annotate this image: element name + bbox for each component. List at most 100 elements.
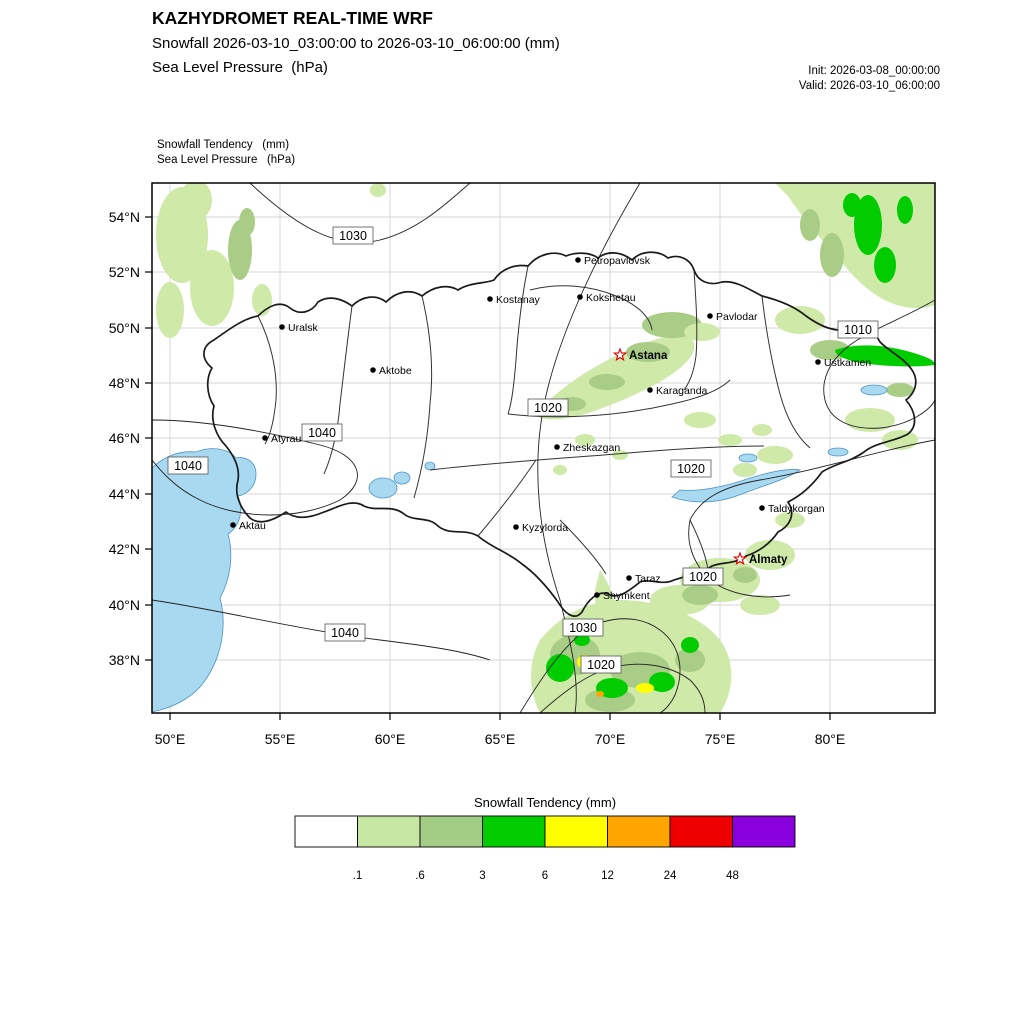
snowfall-patch [156, 282, 184, 338]
svg-text:1030: 1030 [339, 229, 367, 243]
pressure-label: 1040 [324, 623, 366, 642]
snowfall-patch [596, 691, 604, 697]
header-pressure-line: Sea Level Pressure (hPa) [152, 59, 328, 76]
snowfall-patch [874, 247, 896, 283]
city-pavlodar: Pavlodar [707, 311, 758, 323]
lat-label: 40°N [109, 597, 140, 613]
snowfall-patch [681, 637, 699, 653]
city-karaganda: Karaganda [647, 385, 708, 397]
small-lake [827, 447, 849, 457]
city-dot [707, 313, 713, 319]
small-lake [738, 453, 758, 463]
snowfall-patch [649, 672, 675, 692]
plot-legend-snowfall: Snowfall Tendency (mm) [157, 139, 289, 151]
city-ustkamen: Ustkamen [815, 357, 871, 369]
header-snowfall-line: Snowfall 2026-03-10_03:00:00 to 2026-03-… [152, 35, 560, 52]
snowfall-patch [553, 465, 567, 475]
snowfall-patch [820, 233, 844, 277]
lat-axis: 54°N 52°N 50°N 48°N 46°N 44°N 42°N 40°N … [109, 209, 140, 668]
snowfall-patch [775, 306, 825, 334]
water-bodies [152, 384, 888, 713]
region-border [323, 305, 353, 475]
city-dot [577, 294, 583, 300]
lon-label: 50°E [155, 731, 186, 747]
lat-label: 52°N [109, 264, 140, 280]
city-taraz: Taraz [626, 573, 661, 585]
city-dot [554, 444, 560, 450]
lat-label: 50°N [109, 320, 140, 336]
pressure-label: 1040 [301, 423, 343, 442]
city-dot [815, 359, 821, 365]
pressure-label: 1040 [167, 456, 209, 475]
snowfall-patch [752, 424, 772, 436]
city-dot [230, 522, 236, 528]
pressure-contour [539, 663, 706, 713]
pressure-label: 1020 [670, 459, 712, 478]
svg-text:1030: 1030 [569, 621, 597, 635]
city-dot [370, 367, 376, 373]
snowfall-patch [612, 450, 628, 460]
snowfall-patch [733, 463, 757, 477]
snowfall-patch [684, 323, 720, 341]
lon-axis: 50°E 55°E 60°E 65°E 70°E 75°E 80°E [155, 731, 846, 747]
city-atyrau: Atyrau [262, 433, 302, 445]
pressure-label: 1020 [682, 567, 724, 586]
city-label: Petropavlovsk [584, 255, 651, 267]
snowfall-patch [740, 595, 780, 615]
pressure-label: 1020 [580, 655, 622, 674]
snowfall-patch [835, 345, 935, 367]
snowfall-patch [636, 683, 654, 693]
city-dot [759, 505, 765, 511]
lat-label: 46°N [109, 430, 140, 446]
city-label: Atyrau [271, 433, 302, 445]
city-label: Karaganda [656, 385, 708, 397]
colorbar-tick: 3 [479, 870, 485, 882]
city-petropavlovsk: Petropavlovsk [575, 255, 651, 267]
lon-label: 55°E [265, 731, 296, 747]
colorbar-tick-labels: .1 .6 3 6 12 24 48 [353, 870, 739, 882]
colorbar-tick: .1 [353, 870, 363, 882]
region-border [683, 269, 698, 391]
small-lake [424, 461, 436, 471]
colorbar-title: Snowfall Tendency (mm) [474, 795, 616, 810]
city-label: Kokshetau [586, 292, 636, 304]
city-shymkent: Shymkent [594, 590, 650, 602]
city-zheskazgan: Zheskazgan [554, 442, 620, 454]
city-label: Ustkamen [824, 357, 871, 369]
colorbar-cell [482, 815, 546, 848]
region-border [761, 295, 811, 449]
kazakhstan-border [203, 251, 917, 617]
snowfall-patch [574, 634, 590, 646]
city-label: Aktau [239, 520, 266, 532]
colorbar-cell [607, 815, 671, 848]
city-kokshetau: Kokshetau [577, 292, 636, 304]
region-border [689, 519, 709, 571]
snowfall-patch [682, 585, 718, 605]
snowfall-patch [718, 434, 742, 446]
snowfall-patch [180, 183, 212, 220]
colorbar-cells [294, 815, 796, 848]
city-label: Uralsk [288, 322, 319, 334]
city-dot [626, 575, 632, 581]
snowfall-patch [589, 374, 625, 390]
pressure-label: 1010 [837, 320, 879, 339]
star-icon [612, 347, 628, 362]
pressure-label: 1020 [527, 398, 569, 417]
colorbar-tick: 48 [726, 870, 739, 882]
lat-label: 38°N [109, 652, 140, 668]
svg-text:1040: 1040 [331, 626, 359, 640]
colorbar-tick: 6 [542, 870, 548, 882]
colorbar-cell [669, 815, 733, 848]
region-border [507, 265, 529, 415]
city-dot [647, 387, 653, 393]
snowfall-patch [596, 678, 628, 698]
map-plot-area: 1030 1040 1040 1020 1010 1020 1020 1030 … [152, 183, 935, 713]
page-title: KAZHYDROMET REAL-TIME WRF [152, 8, 433, 28]
colorbar-cell [419, 815, 483, 848]
svg-text:1040: 1040 [174, 459, 202, 473]
lon-label: 70°E [595, 731, 626, 747]
colorbar-tick: 12 [601, 870, 614, 882]
aral-sea [368, 477, 398, 499]
lat-label: 54°N [109, 209, 140, 225]
